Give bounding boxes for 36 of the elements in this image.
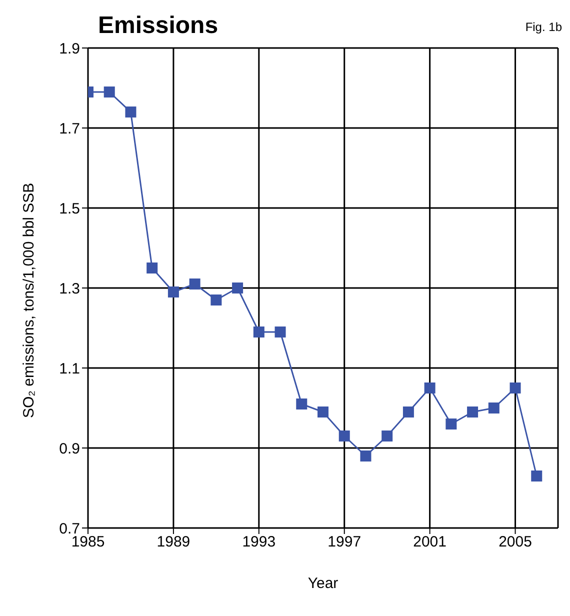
- point: [232, 282, 244, 294]
- x-tick-label: 1989: [156, 534, 190, 551]
- chart-title: Emissions: [98, 12, 218, 40]
- x-tick-label: 1993: [242, 534, 276, 551]
- point: [253, 326, 264, 338]
- point: [296, 398, 308, 410]
- point: [125, 106, 136, 118]
- y-axis-title: SO₂ emissions, tons/1,000 bbl SSB: [20, 182, 38, 418]
- x-tick-label: 2005: [498, 534, 532, 551]
- point: [168, 286, 179, 298]
- point: [424, 382, 436, 394]
- point: [510, 382, 521, 394]
- point: [467, 406, 478, 418]
- x-tick-label: 1997: [328, 534, 362, 551]
- y-tick-label: 1.1: [59, 360, 80, 378]
- point: [382, 430, 393, 442]
- point: [402, 406, 414, 418]
- y-tick-label: 1.7: [59, 120, 80, 138]
- y-tick-label: 1.5: [59, 200, 80, 218]
- point: [104, 86, 115, 98]
- point: [360, 450, 372, 462]
- x-axis-title: Year: [308, 575, 338, 592]
- y-tick-label: 1.3: [59, 280, 80, 298]
- y-tick-label: 0.9: [59, 440, 80, 458]
- point: [274, 326, 286, 338]
- point: [531, 470, 542, 482]
- x-tick-label: 2001: [413, 534, 447, 551]
- caption: Fig. 1b: [525, 20, 562, 34]
- point: [338, 430, 350, 442]
- point: [189, 278, 200, 290]
- point: [210, 294, 222, 306]
- point: [146, 262, 158, 274]
- point: [446, 418, 457, 430]
- point: [488, 402, 500, 414]
- point: [318, 406, 328, 418]
- y-tick-label: 1.9: [59, 40, 80, 58]
